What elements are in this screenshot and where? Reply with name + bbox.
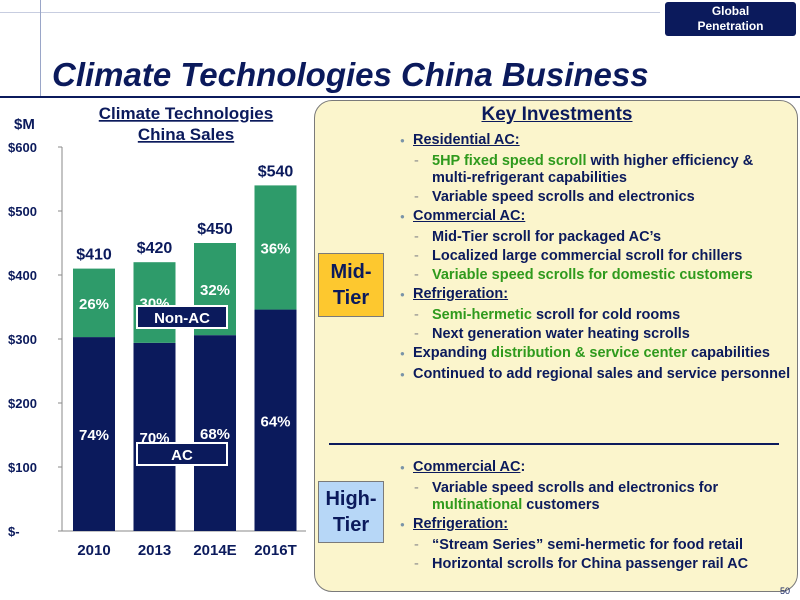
category-label: 2010 [77,542,110,559]
bullet-item: Commercial AC: [400,459,792,476]
bar-non-ac-2013 [133,262,176,343]
bar-non-ac-2016T [254,185,297,310]
highlight-text: Variable speed scrolls for domestic cust… [432,267,753,283]
bar-ac-2016T [254,309,297,531]
highlight-text: distribution & service center [491,345,687,361]
high-tier-list: Commercial AC: Variable speed scrolls and… [400,459,792,575]
mid-tier-box: Mid- Tier [318,253,384,317]
bar-ac-2014E [194,335,236,531]
sales-chart: Climate Technologies China Sales $M $- $100 $… [8,104,306,559]
bullet-item: Residential AC: [400,132,792,149]
bar-total-label: $420 [137,240,173,257]
sub-item: 5HP fixed speed scroll with higher effic… [400,153,792,187]
y-unit-label: $M [14,116,35,133]
bullet-item: Commercial AC: [400,208,792,225]
page-number: 50 [779,586,790,596]
sub-item: Variable speed scrolls and electronics f… [400,480,792,514]
y-tick-label: $500 [8,204,37,219]
item-text: scroll for cold rooms [531,307,681,323]
title-rule [0,96,800,98]
category-label: 2013 [138,542,171,559]
top-guide-line [0,12,660,13]
item-text: “Stream Series” semi-hermetic for food r… [432,537,744,553]
legend-non-ac-box [136,305,228,329]
y-tick-label: $400 [8,268,37,283]
legend-non-ac-label: Non-AC [154,310,210,327]
sub-item: Variable speed scrolls for domestic cust… [400,267,792,284]
y-tick-label: $- [8,524,20,539]
sub-item: Localized large commercial scroll for ch… [400,248,792,265]
category-label: 2014E [193,542,236,559]
chart-title-line-2: China Sales [138,125,234,144]
sub-item: Mid-Tier scroll for packaged AC’s [400,229,792,246]
y-tick-label: $100 [8,460,37,475]
bar-non-ac-2010 [73,268,115,338]
ac-percent-label: 74% [79,427,109,444]
non-ac-percent-label: 26% [79,296,109,313]
item-text: capabilities [686,345,770,361]
chart-title-line-1: Climate Technologies [99,104,273,123]
bullet-item: Expanding distribution & service center … [400,345,792,362]
bullet-heading: Commercial AC [413,459,521,475]
bar-ac-2010 [73,337,115,531]
bullet-heading-colon: : [520,459,526,475]
mid-tier-label: Mid- Tier [330,261,372,309]
ac-percent-label: 64% [260,413,290,430]
bullet-item: Refrigeration: [400,516,792,533]
high-tier-label: High- Tier [325,488,377,536]
legend-ac-label: AC [171,447,193,464]
sub-item: “Stream Series” semi-hermetic for food r… [400,537,792,554]
item-text: Expanding [413,345,492,361]
item-text: Variable speed scrolls and electronics [432,189,695,205]
ac-percent-label: 68% [200,426,230,443]
highlight-text: multinational [432,497,523,513]
high-tier-box: High- Tier [318,481,384,543]
legend-ac-box [136,442,228,466]
sub-item: Variable speed scrolls and electronics [400,189,792,206]
item-text: Localized large commercial scroll for ch… [432,248,743,264]
category-label: 2016T [254,542,297,559]
left-guide-line [40,0,41,98]
bullet-heading: Refrigeration: [413,286,509,302]
panel-title: Key Investments [481,104,633,125]
item-text: Continued to add regional sales and serv… [413,366,791,382]
item-text: Variable speed scrolls and electronics f… [432,480,719,496]
bullet-item: Refrigeration: [400,286,792,303]
bar-total-label: $450 [197,221,233,238]
bullet-item: Continued to add regional sales and serv… [400,366,792,383]
page-title: Climate Technologies China Business [52,56,649,93]
bullet-heading: Commercial AC: [413,208,526,224]
item-text: customers [522,497,600,513]
y-tick-label: $300 [8,332,37,347]
bar-total-label: $410 [76,247,112,264]
sub-item: Semi-hermetic scroll for cold rooms [400,307,792,324]
mid-tier-list: Residential AC: 5HP fixed speed scroll wi… [400,132,792,387]
non-ac-percent-label: 36% [260,240,290,257]
highlight-text: 5HP fixed speed scroll [432,153,587,169]
bullet-heading: Refrigeration: [413,516,509,532]
y-tick-label: $600 [8,140,37,155]
sub-item: Next generation water heating scrolls [400,326,792,343]
item-text: Horizontal scrolls for China passenger r… [432,556,749,572]
highlight-text: Semi-hermetic [432,307,532,323]
item-text: Mid-Tier scroll for packaged AC’s [432,229,662,245]
non-ac-percent-label: 32% [200,282,230,299]
item-text: Next generation water heating scrolls [432,326,690,342]
item-text: with higher efficiency & multi-refrigera… [432,153,754,186]
y-tick-label: $200 [8,396,37,411]
bar-total-label: $540 [258,163,294,180]
sub-item: Horizontal scrolls for China passenger r… [400,556,792,573]
bar-ac-2013 [133,342,176,531]
bullet-heading: Residential AC: [413,132,520,148]
global-penetration-tab[interactable]: Global Penetration [665,2,796,36]
tier-divider [329,443,779,445]
